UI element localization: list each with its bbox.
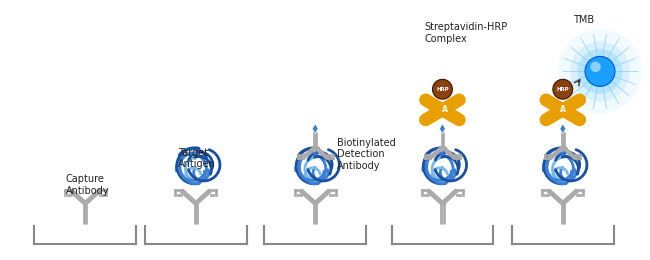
Text: Biotinylated
Detection
Antibody: Biotinylated Detection Antibody — [337, 138, 395, 171]
Circle shape — [432, 79, 452, 99]
Text: Streptavidin-HRP
Complex: Streptavidin-HRP Complex — [425, 22, 508, 44]
Circle shape — [553, 79, 573, 99]
Circle shape — [590, 62, 601, 72]
Circle shape — [585, 56, 615, 86]
Text: A: A — [560, 105, 566, 114]
Circle shape — [558, 29, 642, 113]
Polygon shape — [312, 124, 318, 134]
Text: Capture
Antibody: Capture Antibody — [66, 174, 109, 196]
Text: Target
Antigen: Target Antigen — [178, 148, 216, 169]
Text: A: A — [443, 105, 448, 114]
Polygon shape — [439, 124, 445, 134]
Circle shape — [578, 49, 623, 94]
Text: HRP: HRP — [436, 87, 448, 92]
Polygon shape — [560, 124, 566, 134]
Text: TMB: TMB — [573, 15, 593, 24]
Circle shape — [570, 41, 630, 101]
Text: HRP: HRP — [556, 87, 569, 92]
